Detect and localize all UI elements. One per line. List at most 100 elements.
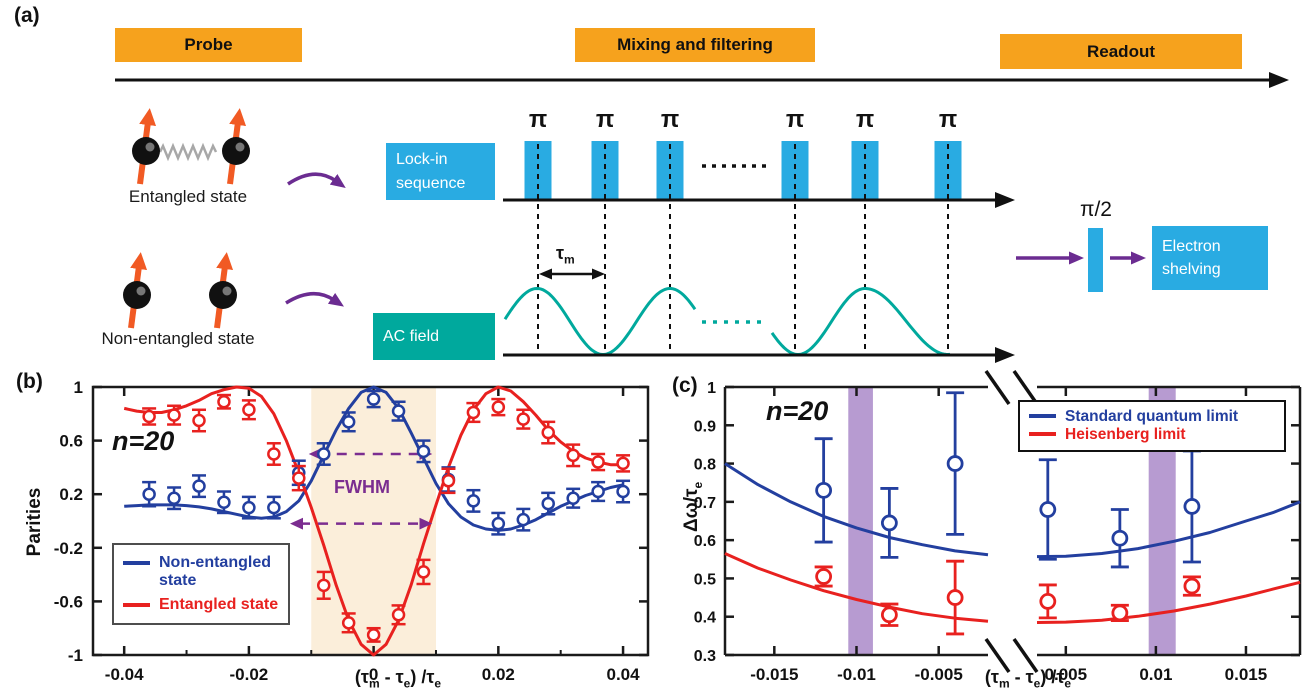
panel-a-label: (a) <box>14 4 40 27</box>
lockin-sequence-box: Lock-in sequence <box>386 143 495 200</box>
pi-pulse-label: π <box>855 106 875 133</box>
theory-curve <box>724 552 989 623</box>
pi-pulse <box>524 141 552 200</box>
data-point <box>1183 577 1201 595</box>
data-point <box>267 447 281 461</box>
data-point <box>341 616 356 630</box>
pi-pulse <box>934 141 962 200</box>
panel-c-ylabel: Δω/τe <box>681 481 705 532</box>
stage-mixing-box: Mixing and filtering <box>575 28 815 62</box>
panel-b-xlabel: (τm - τe) /τe <box>354 667 442 691</box>
pi-pulse-label: π <box>785 106 805 133</box>
data-point <box>616 456 630 471</box>
legend-item-sql: Standard quantum limit <box>1029 408 1275 426</box>
data-point <box>217 394 231 409</box>
data-point <box>316 447 331 461</box>
theory-curve <box>724 462 989 557</box>
theory-curve <box>1036 500 1301 559</box>
legend-line-red <box>123 602 150 607</box>
data-point <box>516 512 531 527</box>
stage-probe-label: Probe <box>184 35 233 54</box>
stage-probe-box: Probe <box>115 28 302 62</box>
data-point <box>566 491 580 505</box>
x-tick-label: 0 <box>369 665 378 684</box>
x-tick-label: -0.01 <box>837 665 876 684</box>
data-point <box>541 425 555 440</box>
data-point <box>366 392 381 406</box>
x-tick-label: 0.005 <box>1045 665 1088 684</box>
pi-pulse-label: π <box>528 106 548 133</box>
panel-b-annotation: n=20 <box>112 426 175 456</box>
data-series <box>142 393 631 643</box>
x-tick-label: -0.015 <box>750 665 798 684</box>
pi-half-pulse <box>1088 228 1103 292</box>
x-tick-label: -0.02 <box>230 665 269 684</box>
pi-pulse-label: π <box>660 106 680 133</box>
data-point <box>341 415 356 429</box>
y-tick-label: -0.2 <box>54 539 83 558</box>
electron-shelving-label: Electron shelving <box>1162 237 1221 278</box>
atom-highlight <box>136 286 146 296</box>
data-point <box>391 404 406 418</box>
data-point <box>167 408 181 422</box>
y-tick-label: 0.2 <box>59 485 83 504</box>
ac-field-box: AC field <box>373 313 495 360</box>
data-point <box>815 568 833 585</box>
legend-label: Non-entangled state <box>159 553 271 590</box>
pi-pulse <box>591 141 619 200</box>
y-tick-label: -1 <box>68 646 83 665</box>
data-point <box>616 484 630 499</box>
legend-label: Heisenberg limit <box>1065 426 1186 444</box>
legend-item-heisenberg: Heisenberg limit <box>1029 426 1275 444</box>
x-tick-label: 0.04 <box>607 665 641 684</box>
pi-pulse <box>656 141 684 200</box>
fwhm-label: FWHM <box>334 477 390 497</box>
fit-curve <box>123 385 624 657</box>
data-point <box>880 514 898 532</box>
panel-c-plot: -0.015 -0.01 -0.005 0.005 0.01 0.015 0.3 0.4 0.5… <box>694 369 1302 684</box>
flow-arrow <box>285 292 344 307</box>
electron-shelving-box: Electron shelving <box>1152 226 1268 290</box>
atom-highlight <box>222 286 232 296</box>
lockin-sequence-label: Lock-in sequence <box>396 151 466 192</box>
x-tick-label: 0.01 <box>1139 665 1172 684</box>
y-tick-label: -0.6 <box>54 592 83 611</box>
data-point <box>1111 529 1129 547</box>
optimal-point-band <box>848 387 873 655</box>
data-point <box>217 495 231 509</box>
data-point <box>1039 593 1057 610</box>
data-point <box>416 565 431 579</box>
pi-half-label: π/2 <box>1079 198 1112 221</box>
data-point <box>466 494 481 508</box>
data-point <box>441 474 456 488</box>
data-point <box>1039 501 1057 518</box>
legend-item-non-entangled: Non-entangled state <box>123 554 279 591</box>
panel-c-legend: Standard quantum limit Heisenberg limit <box>1018 400 1286 452</box>
axis-break-mark <box>1012 369 1039 406</box>
spring-icon <box>158 142 218 162</box>
data-point <box>192 413 206 428</box>
legend-label: Entangled state <box>159 595 279 613</box>
pi-pulse <box>781 141 809 200</box>
data-point <box>946 589 964 606</box>
data-point <box>391 608 406 622</box>
data-point <box>516 412 531 426</box>
data-point <box>142 409 156 424</box>
stage-mixing-label: Mixing and filtering <box>617 35 773 54</box>
data-point <box>1183 498 1201 515</box>
y-tick-label: 0.4 <box>694 610 716 627</box>
fit-curve <box>124 385 624 532</box>
data-point <box>267 500 281 515</box>
atom-highlight <box>235 142 245 152</box>
y-tick-label: 1 <box>74 378 83 397</box>
pi-pulse-label: π <box>938 106 958 133</box>
data-point <box>142 487 156 501</box>
lockin-pulse-train <box>524 141 962 350</box>
theory-curve <box>1036 580 1301 624</box>
legend-line-red <box>1029 432 1056 437</box>
data-point <box>541 496 555 511</box>
data-point <box>242 403 256 417</box>
data-point <box>880 606 898 624</box>
tau-m-label: τm <box>556 243 575 267</box>
